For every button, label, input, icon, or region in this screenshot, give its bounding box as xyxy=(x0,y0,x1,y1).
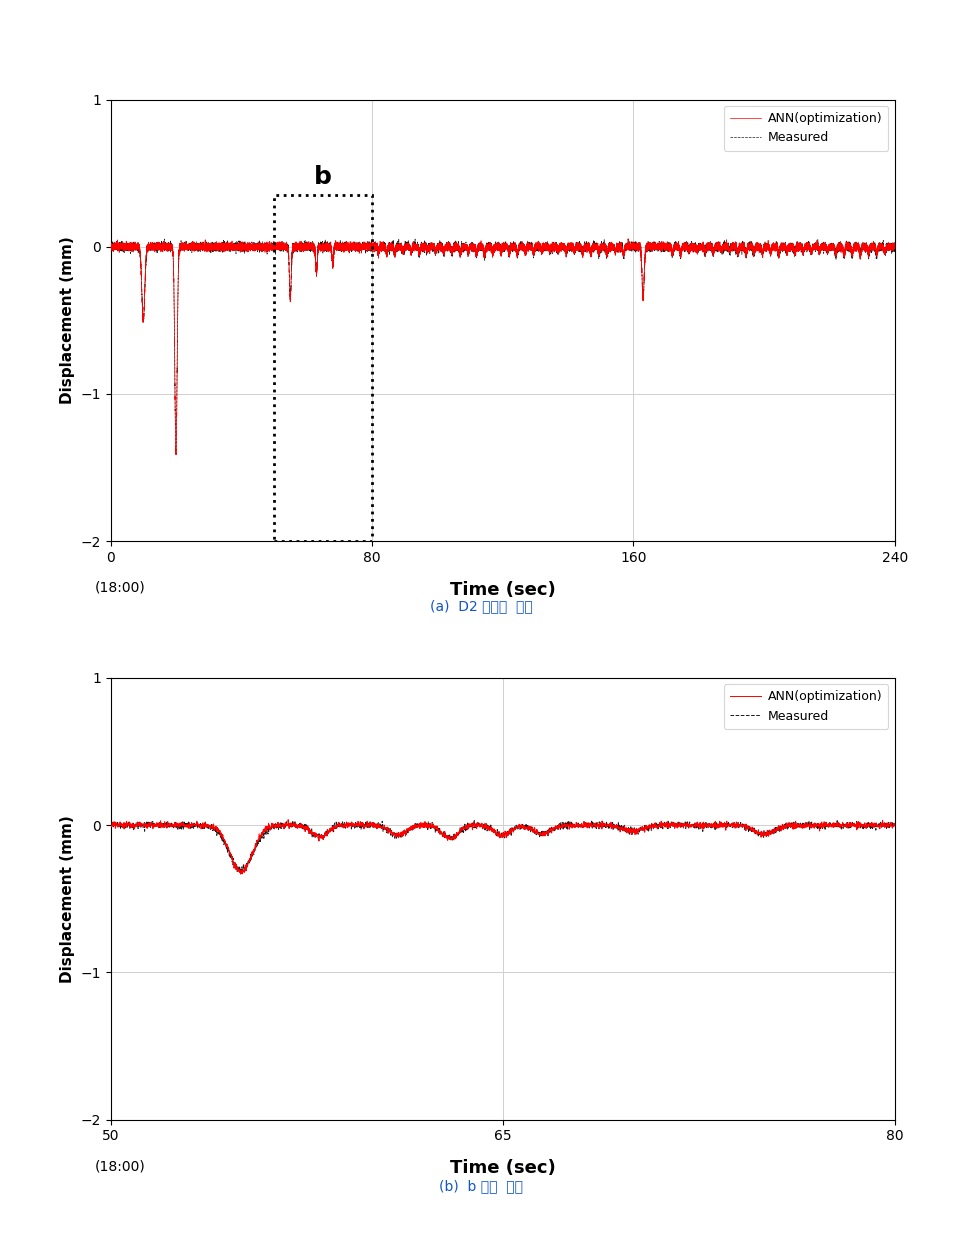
Legend: ANN(optimization), Measured: ANN(optimization), Measured xyxy=(723,684,888,729)
ANN(optimization) xyxy=(789,819,801,833)
Measured xyxy=(194,819,206,833)
ANN(optimization) xyxy=(283,812,294,827)
Text: (18:00): (18:00) xyxy=(95,581,145,595)
Line: Measured: Measured xyxy=(111,239,894,455)
Measured xyxy=(612,241,624,256)
Text: Time (sec): Time (sec) xyxy=(450,581,554,598)
ANN(optimization) xyxy=(406,820,417,835)
ANN(optimization) xyxy=(170,448,182,463)
ANN(optimization) xyxy=(105,819,116,833)
Legend: ANN(optimization), Measured: ANN(optimization), Measured xyxy=(723,106,888,151)
Measured xyxy=(406,819,417,833)
ANN(optimization) xyxy=(639,243,651,258)
Measured xyxy=(215,239,227,254)
Measured xyxy=(860,235,872,250)
ANN(optimization) xyxy=(888,819,899,833)
Line: Measured: Measured xyxy=(111,820,894,872)
Measured xyxy=(888,243,899,258)
Measured xyxy=(105,820,116,835)
Measured xyxy=(830,812,842,827)
Text: (a)  D2 지점의  변위: (a) D2 지점의 변위 xyxy=(430,600,531,613)
Measured xyxy=(159,231,170,246)
Measured xyxy=(241,856,253,871)
ANN(optimization) xyxy=(241,858,253,873)
Y-axis label: Displacement (mm): Displacement (mm) xyxy=(60,815,75,983)
Measured xyxy=(874,817,885,832)
Line: ANN(optimization): ANN(optimization) xyxy=(111,239,894,455)
Measured xyxy=(235,865,247,880)
Measured xyxy=(113,238,125,253)
Text: (18:00): (18:00) xyxy=(95,1159,145,1173)
ANN(optimization) xyxy=(215,240,227,255)
ANN(optimization) xyxy=(874,821,885,836)
Measured xyxy=(170,448,182,463)
Text: b: b xyxy=(313,165,332,189)
Measured xyxy=(105,240,116,255)
ANN(optimization) xyxy=(113,245,125,260)
ANN(optimization) xyxy=(888,239,899,254)
Line: ANN(optimization): ANN(optimization) xyxy=(111,820,894,875)
ANN(optimization) xyxy=(234,867,246,882)
Measured xyxy=(639,244,651,259)
ANN(optimization) xyxy=(520,245,531,260)
Text: (b)  b 구역  확대: (b) b 구역 확대 xyxy=(438,1179,523,1193)
Measured xyxy=(439,826,451,841)
ANN(optimization) xyxy=(194,817,206,832)
ANN(optimization) xyxy=(105,239,116,254)
Y-axis label: Displacement (mm): Displacement (mm) xyxy=(60,236,75,404)
Measured xyxy=(520,243,531,258)
Text: Time (sec): Time (sec) xyxy=(450,1159,554,1177)
ANN(optimization) xyxy=(439,829,451,843)
Measured xyxy=(788,817,800,832)
ANN(optimization) xyxy=(622,231,633,246)
Measured xyxy=(888,819,899,833)
ANN(optimization) xyxy=(860,239,872,254)
ANN(optimization) xyxy=(612,241,624,256)
